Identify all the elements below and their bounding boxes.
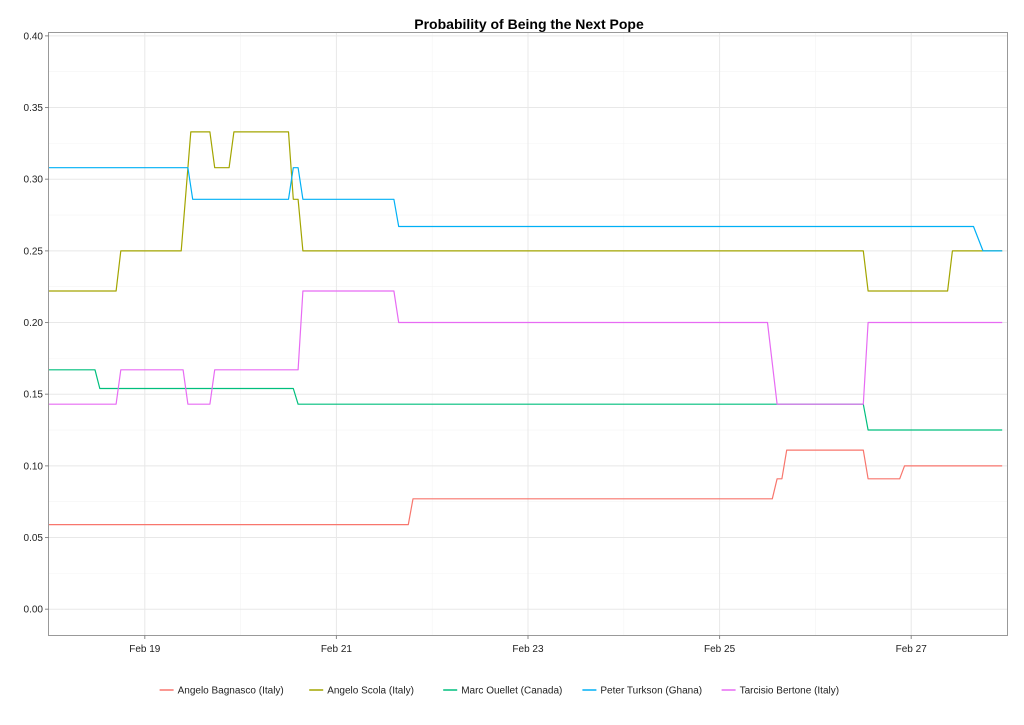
legend-label: Angelo Bagnasco (Italy) <box>178 686 284 697</box>
x-tick-label: Feb 19 <box>129 644 161 655</box>
series-line <box>49 131 1003 292</box>
legend-label: Peter Turkson (Ghana) <box>600 686 702 697</box>
chart-title: Probability of Being the Next Pope <box>414 16 644 32</box>
series-lines <box>49 131 1003 526</box>
y-tick-label: 0.35 <box>24 103 44 114</box>
series-line <box>49 167 1003 252</box>
y-tick-label: 0.25 <box>24 246 44 257</box>
y-tick-label: 0.00 <box>24 605 44 616</box>
x-tick-label: Feb 21 <box>321 644 353 655</box>
legend-label: Marc Ouellet (Canada) <box>461 686 562 697</box>
x-tick-label: Feb 23 <box>512 644 544 655</box>
x-tick-label: Feb 27 <box>896 644 928 655</box>
legend: Angelo Bagnasco (Italy) Angelo Scola (Ita… <box>159 686 839 697</box>
y-tick-label: 0.20 <box>24 318 44 329</box>
y-tick-label: 0.40 <box>24 31 44 42</box>
series-line <box>49 290 1003 405</box>
legend-label: Tarcisio Bertone (Italy) <box>740 686 839 697</box>
x-axis: Feb 19 Feb 21 Feb 23 Feb 25 Feb 27 <box>129 635 927 655</box>
y-tick-label: 0.15 <box>24 390 44 401</box>
legend-label: Angelo Scola (Italy) <box>327 686 414 697</box>
x-tick-label: Feb 25 <box>704 644 736 655</box>
series-line <box>49 369 1003 431</box>
y-tick-label: 0.05 <box>24 533 44 544</box>
y-axis: 0.00 0.05 0.10 0.15 0.20 0.25 0.30 0.35 0.40 <box>24 31 49 616</box>
grid <box>49 33 1007 635</box>
series-line <box>49 449 1003 526</box>
y-tick-label: 0.10 <box>24 461 44 472</box>
y-tick-label: 0.30 <box>24 175 44 186</box>
